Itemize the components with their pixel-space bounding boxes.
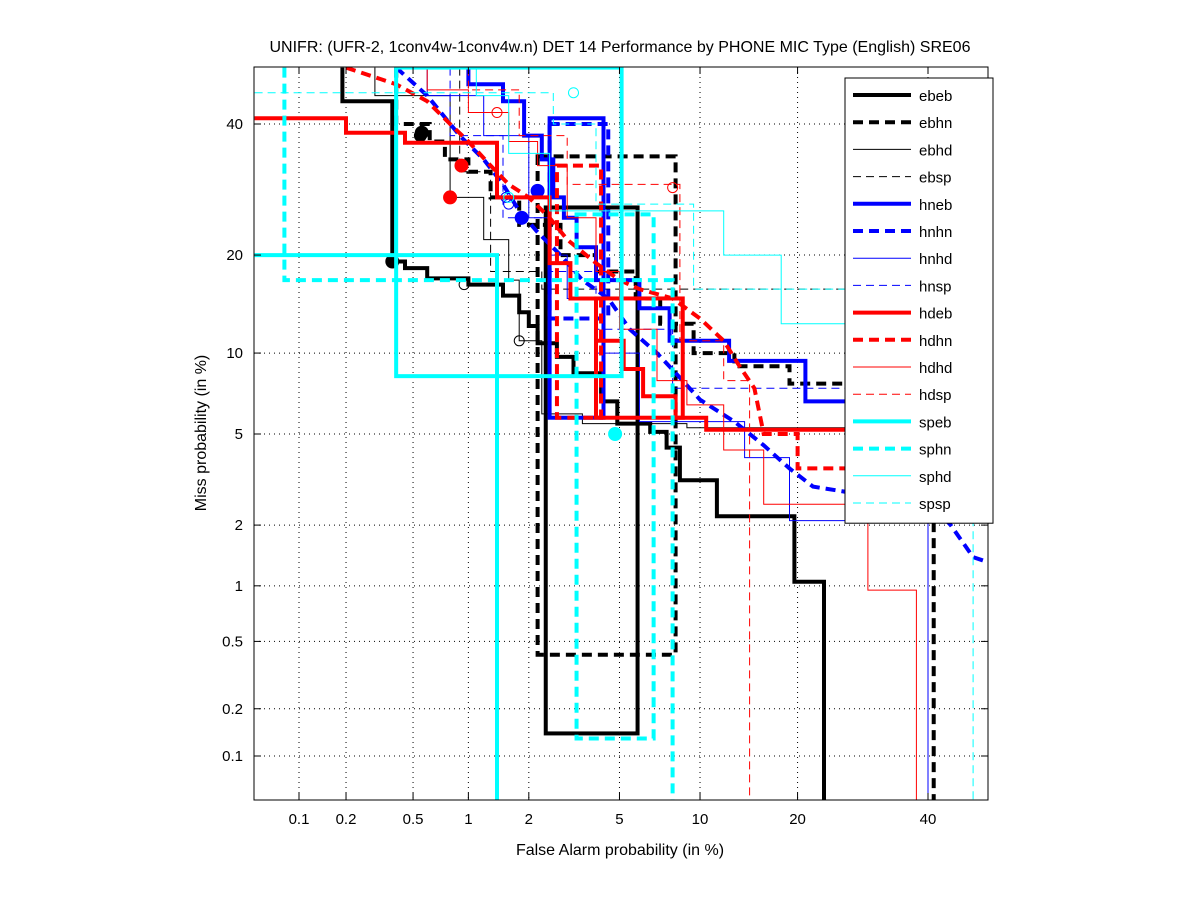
plot-area: [254, 67, 988, 800]
x-tick-label: 0.2: [336, 811, 357, 828]
x-tick-label: 0.1: [289, 811, 310, 828]
legend-item-hdhd: hdhd: [853, 360, 952, 377]
x-tick-label: 10: [692, 811, 709, 828]
det-curve-ebhd: [374, 67, 929, 800]
legend-label: hdhd: [919, 360, 952, 377]
dcf-marker-hdhd: [491, 107, 503, 119]
x-axis-ticks: 0.1 0.2 0.5 1 2 5 10 20 40: [289, 67, 937, 828]
x-axis-label: False Alarm probability (in %): [516, 842, 724, 859]
legend-label: sphn: [919, 442, 952, 459]
y-tick-label: 10: [226, 345, 243, 362]
dcf-marker-hneb: [530, 183, 545, 198]
legend-label: hdeb: [919, 306, 952, 323]
x-tick-label: 5: [615, 811, 623, 828]
det-curve-sphn: [282, 67, 675, 800]
legend-item-ebeb: ebeb: [853, 88, 952, 105]
x-tick-label: 40: [920, 811, 937, 828]
det-curve-sphd: [475, 67, 988, 325]
legend-item-hnhd: hnhd: [853, 251, 952, 268]
legend-item-hdhn: hdhn: [853, 333, 952, 350]
legend-label: ebhd: [919, 142, 952, 159]
legend-item-sphn: sphn: [853, 442, 952, 459]
legend-item-hnsp: hnsp: [853, 278, 952, 295]
dcf-marker-ebhn: [414, 125, 429, 140]
det-curve-speb: [254, 253, 499, 800]
legend-label: ebhn: [919, 115, 952, 132]
x-tick-label: 1: [464, 811, 472, 828]
legend-item-ebhn: ebhn: [853, 115, 952, 132]
confidence-box-hdeb: [594, 296, 685, 420]
confidence-box-sphn: [574, 212, 656, 741]
dcf-marker-sphd: [503, 191, 515, 203]
y-axis-label: Miss probability (in %): [193, 355, 210, 511]
y-tick-label: 0.5: [222, 633, 243, 650]
legend-label: hnsp: [919, 278, 952, 295]
y-tick-label: 40: [226, 116, 243, 133]
confidence-box-speb: [394, 67, 624, 379]
legend-label: hneb: [919, 197, 952, 214]
dcf-marker-hdsp: [667, 182, 679, 194]
legend-item-sphd: sphd: [853, 469, 952, 486]
legend-item-hdsp: hdsp: [853, 387, 952, 404]
det-curve-hdeb: [254, 116, 988, 432]
legend-label: sphd: [919, 469, 952, 486]
dcf-marker-spsp: [568, 87, 580, 99]
series-sphn: [282, 67, 675, 800]
series-hdsp: [467, 67, 751, 800]
x-tick-label: 0.5: [403, 811, 424, 828]
legend: ebeb ebhn ebhd ebsp hneb hnhn hnhd hnsp hdeb hdhn…: [844, 77, 994, 524]
series-spsp: [254, 87, 974, 800]
legend-label: speb: [919, 414, 952, 431]
series-hdeb: [254, 116, 988, 432]
legend-label: hdhn: [919, 333, 952, 350]
legend-item-hdeb: hdeb: [853, 306, 952, 323]
legend-label: hdsp: [919, 387, 952, 404]
legend-item-hneb: hneb: [853, 197, 952, 214]
dcf-marker-hdhn: [454, 158, 469, 173]
legend-item-ebsp: ebsp: [853, 170, 952, 187]
confidence-box-hdhn: [554, 163, 604, 420]
legend-item-spsp: spsp: [853, 496, 951, 513]
legend-item-speb: speb: [853, 414, 952, 431]
series-sphd: [475, 67, 988, 325]
legend-label: ebeb: [919, 88, 952, 105]
y-axis-ticks: 0.1 0.2 0.5 1 2 5 10 20 40: [222, 116, 988, 765]
dcf-marker-ebhd: [513, 335, 525, 347]
legend-item-hnhn: hnhn: [853, 224, 952, 241]
y-tick-label: 1: [235, 578, 243, 595]
x-tick-label: 2: [525, 811, 533, 828]
legend-label: hnhn: [919, 224, 952, 241]
x-tick-label: 20: [789, 811, 806, 828]
legend-label: ebsp: [919, 170, 952, 187]
legend-label: hnhd: [919, 251, 952, 268]
det-curve-spsp: [254, 92, 974, 800]
y-tick-label: 0.1: [222, 748, 243, 765]
series-ebhd: [374, 67, 929, 800]
y-tick-label: 2: [235, 517, 243, 534]
legend-item-ebhd: ebhd: [853, 142, 952, 159]
legend-label: spsp: [919, 496, 951, 513]
det-curve-hdsp: [467, 67, 751, 800]
dcf-marker-hdeb: [443, 190, 458, 205]
y-tick-label: 0.2: [222, 701, 243, 718]
y-tick-label: 5: [235, 426, 243, 443]
chart-title: UNIFR: (UFR-2, 1conv4w-1conv4w.n) DET 14…: [270, 39, 971, 56]
series-speb: [254, 67, 624, 800]
det-curve-hnsp: [449, 67, 988, 389]
dcf-marker-sphn: [608, 427, 623, 442]
confidence-box-ebeb: [543, 205, 640, 736]
y-tick-label: 20: [226, 247, 243, 264]
